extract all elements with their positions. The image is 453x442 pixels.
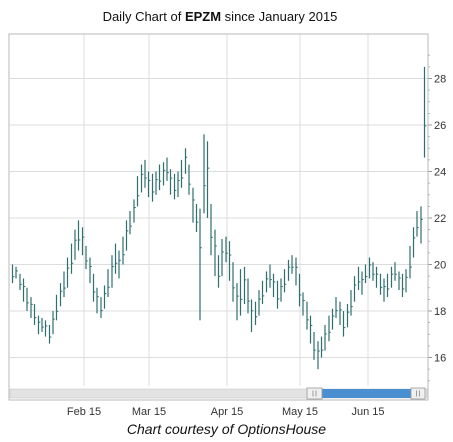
- chart-caption: Chart courtesy of OptionsHouse: [126, 421, 327, 437]
- x-tick-label: Mar 15: [132, 406, 166, 418]
- y-tick-label: 28: [434, 74, 446, 86]
- y-tick-label: 16: [434, 353, 446, 365]
- plot-border: [8, 33, 429, 401]
- y-tick-label: 18: [434, 306, 446, 318]
- y-tick-label: 20: [434, 260, 446, 272]
- title-ticker: EPZM: [184, 9, 222, 24]
- x-tick-label: Jun 15: [351, 406, 384, 418]
- title-prefix: Daily Chart of: [102, 9, 185, 24]
- scrollbar[interactable]: [9, 387, 428, 400]
- x-tick-label: Feb 15: [67, 406, 101, 418]
- price-bars: [11, 66, 427, 370]
- x-tick-label: Apr 15: [211, 406, 243, 418]
- y-tick-label: 24: [434, 167, 446, 179]
- scrollbar-thumb[interactable]: [322, 389, 411, 398]
- y-tick-label: 26: [434, 120, 446, 132]
- chart-title: Daily Chart of EPZM since January 2015: [0, 9, 440, 24]
- x-axis: Feb 15 Mar 15 Apr 15 May 15 Jun 15: [67, 406, 385, 418]
- x-tick-label: May 15: [282, 406, 318, 418]
- title-suffix: since January 2015: [221, 9, 338, 24]
- y-tick-label: 22: [434, 213, 446, 225]
- y-axis: 16 18 20 22 24 26 28: [428, 54, 446, 382]
- scrollbar-track: [9, 388, 428, 399]
- scrollbar-left-handle[interactable]: [306, 387, 323, 400]
- grid-lines: [10, 34, 427, 386]
- scrollbar-right-handle[interactable]: [410, 387, 426, 400]
